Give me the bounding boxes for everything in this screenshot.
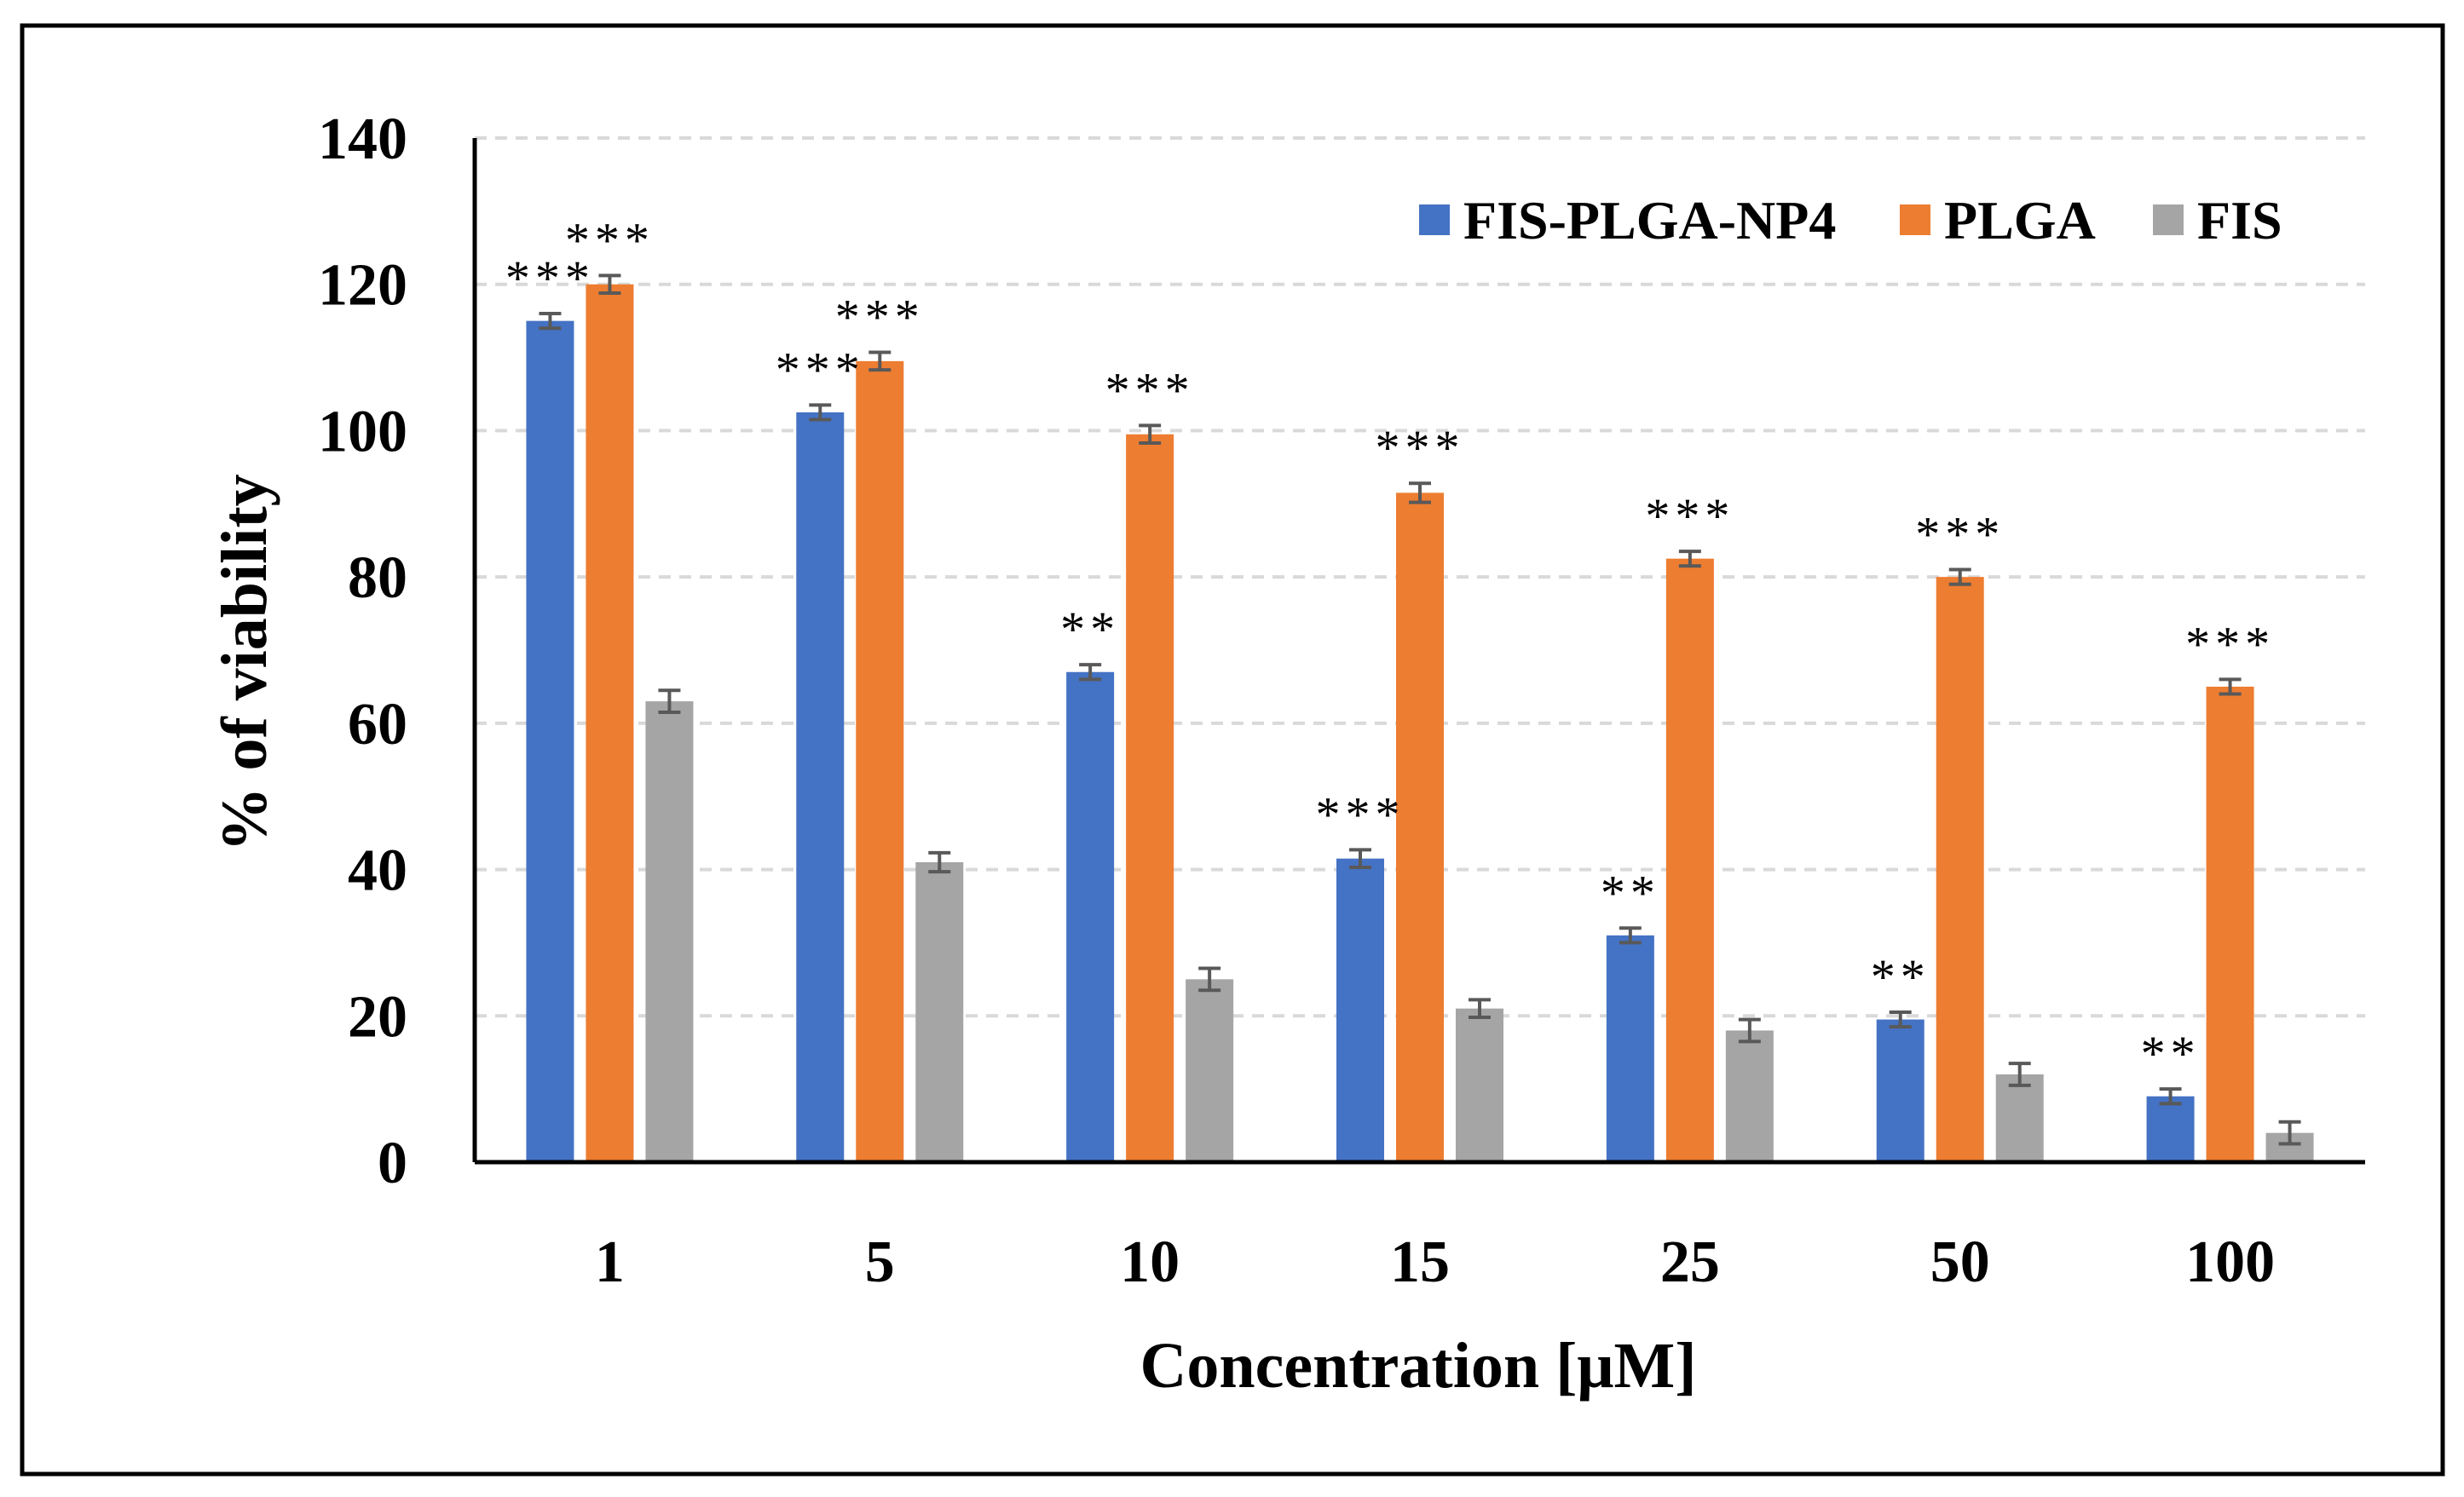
bar xyxy=(2206,686,2254,1162)
significance-marker: *** xyxy=(505,250,595,306)
y-tick-label: 0 xyxy=(378,1131,407,1196)
axes xyxy=(472,138,2365,1165)
significance-marker: ** xyxy=(1871,949,1930,1005)
bar xyxy=(856,360,904,1163)
y-tick-label: 60 xyxy=(348,692,407,757)
significance-marker: *** xyxy=(1645,488,1734,544)
x-tick-label: 1 xyxy=(595,1229,625,1295)
x-axis-title: Concentration [μM] xyxy=(1140,1330,1696,1402)
significance-marker: *** xyxy=(1105,362,1195,417)
bar xyxy=(1186,979,1234,1162)
labels: 020406080100120140******1******5*****10*… xyxy=(318,107,2275,1295)
significance-marker: *** xyxy=(776,342,865,397)
bar xyxy=(1456,1008,1503,1162)
bar xyxy=(1665,558,1714,1162)
bars xyxy=(526,273,2314,1163)
y-tick-label: 80 xyxy=(348,545,407,611)
legend-swatch xyxy=(1900,204,1930,235)
x-tick-label: 100 xyxy=(2185,1229,2275,1295)
bar xyxy=(1336,858,1384,1162)
x-tick-label: 25 xyxy=(1660,1229,1720,1295)
bar xyxy=(1396,492,1444,1162)
significance-marker: ** xyxy=(1601,865,1660,920)
bar xyxy=(1066,671,1115,1162)
y-axis-title: % of viability xyxy=(209,474,280,851)
x-tick-label: 10 xyxy=(1120,1229,1180,1295)
bar xyxy=(2146,1096,2195,1162)
bar xyxy=(526,320,574,1163)
y-tick-label: 120 xyxy=(318,253,407,319)
legend: FIS-PLGA-NP4 PLGA FIS xyxy=(1419,190,2282,250)
significance-marker: *** xyxy=(1915,507,2005,562)
legend-label: PLGA xyxy=(1944,190,2096,250)
figure-border xyxy=(20,23,2445,1477)
y-tick-label: 100 xyxy=(318,399,407,464)
bar xyxy=(1126,434,1174,1162)
bar xyxy=(645,701,694,1162)
legend-label: FIS xyxy=(2197,190,2282,250)
legend-swatch xyxy=(1419,204,1450,235)
x-tick-label: 5 xyxy=(865,1229,895,1295)
bar xyxy=(1876,1019,1924,1162)
bar xyxy=(1936,577,1984,1162)
significance-marker: *** xyxy=(565,212,655,268)
bar xyxy=(915,861,964,1162)
bar xyxy=(796,412,845,1162)
gridlines xyxy=(475,136,2365,1018)
significance-marker: *** xyxy=(1376,420,1465,475)
significance-marker: ** xyxy=(2141,1026,2201,1081)
significance-marker: ** xyxy=(1060,602,1120,657)
legend-swatch xyxy=(2153,204,2184,235)
significance-marker: *** xyxy=(835,290,925,345)
x-tick-label: 50 xyxy=(1930,1229,1990,1295)
significance-marker: *** xyxy=(2185,616,2275,671)
y-tick-label: 140 xyxy=(318,107,407,172)
y-tick-label: 40 xyxy=(348,838,407,904)
x-tick-label: 15 xyxy=(1390,1229,1450,1295)
bar xyxy=(1725,1030,1774,1162)
significance-marker: *** xyxy=(1316,786,1405,842)
bar xyxy=(1606,935,1654,1162)
legend-label: FIS-PLGA-NP4 xyxy=(1463,190,1836,250)
y-tick-label: 20 xyxy=(348,984,407,1050)
bar xyxy=(1995,1074,2044,1162)
bar xyxy=(586,284,634,1162)
